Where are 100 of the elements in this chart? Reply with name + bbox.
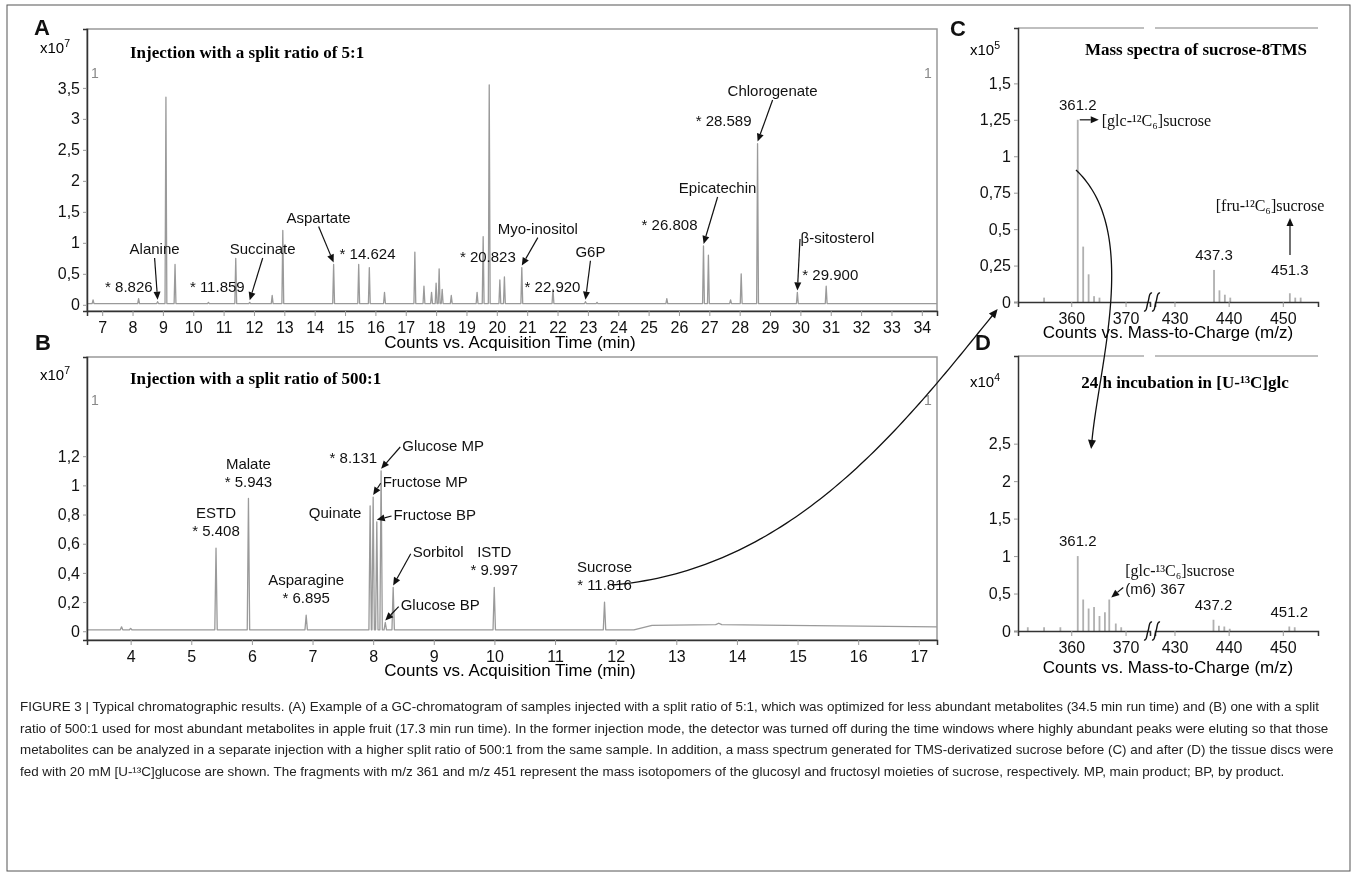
x-tick-label: 28 xyxy=(731,319,750,337)
x-tick-label: 430 xyxy=(1161,639,1189,657)
y-axis-title: x10$^{7}$ xyxy=(39,37,71,56)
y-tick-label: 0,8 xyxy=(57,506,81,524)
y-tick-label: 0,2 xyxy=(57,593,81,611)
x-tick-label: 33 xyxy=(883,319,901,337)
annotation: Malate xyxy=(225,454,271,472)
x-tick-label: 6 xyxy=(247,648,257,666)
annotation: (m6) 367 xyxy=(1125,579,1186,597)
annotation: [fru-¹²C₆]sucrose xyxy=(1215,197,1325,214)
x-tick-label: 360 xyxy=(1058,310,1086,328)
x-tick-label: 360 xyxy=(1058,639,1086,657)
annotation: * 5.408 xyxy=(192,522,240,540)
x-tick-label: 32 xyxy=(852,319,871,337)
y-tick-label: 0,75 xyxy=(979,184,1012,202)
text: D xyxy=(975,330,991,355)
annotation: 361.2 xyxy=(1058,532,1097,550)
y-tick-label: 0,6 xyxy=(57,535,81,553)
annotation: 437.2 xyxy=(1194,595,1233,613)
caption: FIGURE 3 | Typical chromatographic results. (A) Example of a GC-chromatogram of samples injected with a split ratio of 5:1, which was optimized for less abundant metabolites (34.5 min run time) and (B) one with a split ratio of 500:1 used for most abundant metabolites in apple fruit (17.3 min run time). In the former injection mode, the detector was turned off during the time windows where highly abundant peaks were eluting so that those metabolites can be analyzed in a separate injection with a higher split ratio of 500:1 from the same sample. In addition, a mass spectrum generated for TMS-derivatized sucrose before (C) and after (D) the tissue discs were fed with 20 mM [U-¹³C]glucose are shown. The fragments with m/z 361 and m/z 451 represent the mass isotopomers of the glucosyl and fructosyl moieties of sucrose, respectively. MP, main product; BP, by product. xyxy=(20,698,1335,781)
text: 24 h incubation in [U-¹³C]glc xyxy=(1081,373,1290,392)
annotation: Alanine xyxy=(129,239,180,257)
y-tick-label: 1,25 xyxy=(979,111,1012,129)
x-tick-label: 15 xyxy=(336,319,355,337)
y-tick-label: 1,2 xyxy=(57,447,81,465)
annotation: 361.2 xyxy=(1058,95,1097,113)
x-tick-label: 17 xyxy=(910,648,929,666)
annotation: Aspartate xyxy=(286,208,351,226)
y-tick-label: 0 xyxy=(1002,293,1012,311)
annotation: Chlorogenate xyxy=(727,81,818,99)
x-tick-label: 440 xyxy=(1215,639,1243,657)
annotation: Asparagine xyxy=(268,571,345,589)
x-tick-label: 14 xyxy=(306,319,325,337)
y-tick-label: 0,5 xyxy=(988,220,1012,238)
annotation: * 26.808 xyxy=(641,215,698,233)
y-tick-label: 1 xyxy=(71,234,81,252)
x-tick-label: 16 xyxy=(366,319,385,337)
annotation: * 29.900 xyxy=(802,266,859,284)
y-tick-label: 0 xyxy=(1002,622,1012,640)
x-tick-label: 7 xyxy=(308,648,318,666)
x-axis-title: Counts vs. Mass-to-Charge (m/z) xyxy=(1042,658,1294,677)
annotation: Fructose MP xyxy=(382,473,468,491)
annotation: Fructose BP xyxy=(393,505,477,523)
x-tick-label: 25 xyxy=(640,319,659,337)
y-axis-title: x10$^{7}$ xyxy=(39,364,71,383)
y-tick-label: 0,4 xyxy=(57,564,81,582)
y-tick-label: 0,5 xyxy=(57,265,81,283)
y-tick-label: 0 xyxy=(71,296,81,314)
y-tick-label: 0 xyxy=(71,622,81,640)
text: A xyxy=(34,15,51,40)
text: Mass spectra of sucrose-8TMS xyxy=(1084,40,1308,59)
x-tick-label: 9 xyxy=(158,319,168,337)
annotation: ESTD xyxy=(196,504,237,522)
y-axis-title: x10$^{4}$ xyxy=(969,371,1001,390)
annotation: 437.3 xyxy=(1195,245,1233,263)
annotation: * 20.823 xyxy=(459,247,516,265)
y-tick-label: 1,5 xyxy=(988,510,1012,528)
y-tick-label: 2 xyxy=(71,172,81,190)
x-tick-label: 5 xyxy=(187,648,197,666)
x-tick-label: 13 xyxy=(275,319,294,337)
x-tick-label: 430 xyxy=(1161,310,1189,328)
annotation: G6P xyxy=(575,242,606,260)
y-axis-title: x10$^{5}$ xyxy=(969,39,1001,58)
x-tick-label: 15 xyxy=(789,648,808,666)
x-tick-label: 16 xyxy=(849,648,868,666)
x-tick-label: 26 xyxy=(670,319,689,337)
x-tick-label: 8 xyxy=(369,648,379,666)
annotation: [glc-¹²C₆]sucrose xyxy=(1101,111,1212,130)
x-tick-label: 7 xyxy=(98,319,108,337)
annotation: * 14.624 xyxy=(339,244,396,262)
x-tick-label: 31 xyxy=(822,319,841,337)
y-tick-label: 0,25 xyxy=(979,257,1012,275)
y-tick-label: 3 xyxy=(71,110,81,128)
annotation: β-sitosterol xyxy=(800,229,875,247)
annotation: [glc-¹³C₆]sucrose xyxy=(1125,561,1235,580)
annotation: * 8.826 xyxy=(105,277,153,295)
y-tick-label: 1,5 xyxy=(988,75,1012,92)
y-tick-label: 1 xyxy=(1002,547,1012,565)
text: C xyxy=(950,16,967,41)
annotation: Glucose MP xyxy=(402,436,484,454)
x-tick-label: 30 xyxy=(791,319,810,337)
x-tick-label: 34 xyxy=(913,319,932,337)
annotation: Glucose BP xyxy=(400,596,480,614)
annotation: * 28.589 xyxy=(695,111,752,129)
y-tick-label: 0,5 xyxy=(988,585,1012,603)
annotation: * 9.997 xyxy=(470,561,519,579)
text: B xyxy=(35,330,51,355)
x-tick-label: 440 xyxy=(1215,310,1243,328)
y-tick-label: 1 xyxy=(71,476,81,494)
y-tick-label: 1 xyxy=(1002,147,1012,165)
y-tick-label: 2,5 xyxy=(57,141,81,159)
annotation: 1 xyxy=(924,392,933,408)
annotation: Epicatechin xyxy=(678,178,757,196)
x-tick-label: 450 xyxy=(1269,639,1297,657)
x-tick-label: 10 xyxy=(184,319,203,337)
annotation: 1 xyxy=(91,392,100,408)
x-tick-label: 11 xyxy=(215,319,233,337)
annotation: * 6.895 xyxy=(282,589,330,607)
annotation: * 11.816 xyxy=(577,576,632,594)
annotation: * 11.859 xyxy=(189,278,245,296)
